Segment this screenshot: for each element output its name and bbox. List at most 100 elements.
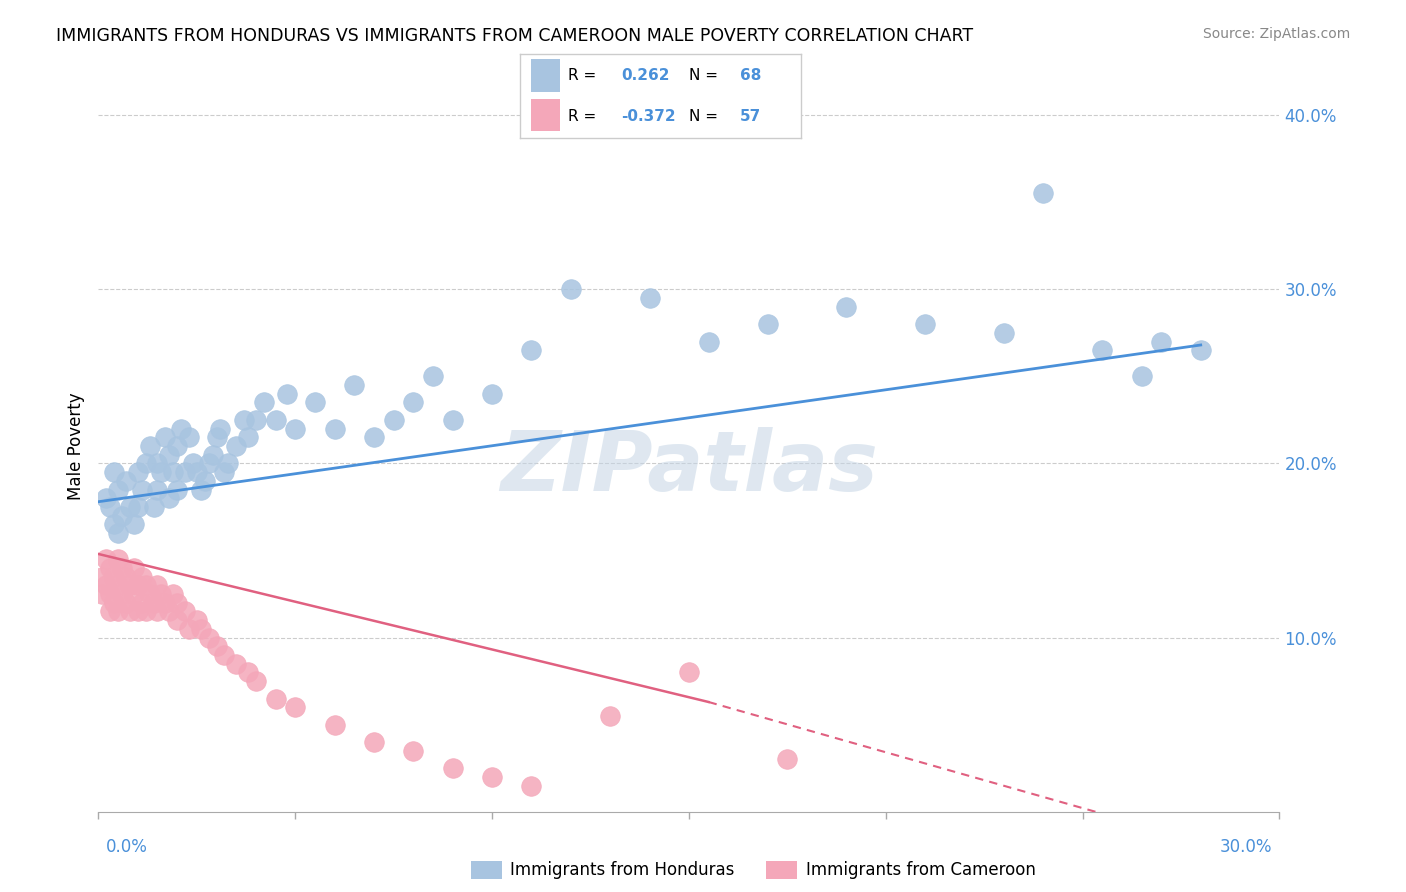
Point xyxy=(264,413,287,427)
Point xyxy=(107,604,129,618)
Point xyxy=(697,334,720,349)
Text: Source: ZipAtlas.com: Source: ZipAtlas.com xyxy=(1202,27,1350,41)
Point xyxy=(1032,186,1054,201)
Point xyxy=(155,596,177,610)
Point xyxy=(382,413,405,427)
Text: 30.0%: 30.0% xyxy=(1220,838,1272,856)
Point xyxy=(245,674,267,689)
Point xyxy=(1189,343,1212,358)
Point xyxy=(205,430,228,444)
Point xyxy=(118,578,141,592)
Text: R =: R = xyxy=(568,68,602,83)
Text: IMMIGRANTS FROM HONDURAS VS IMMIGRANTS FROM CAMEROON MALE POVERTY CORRELATION CH: IMMIGRANTS FROM HONDURAS VS IMMIGRANTS F… xyxy=(56,27,973,45)
Point xyxy=(217,457,239,471)
Point xyxy=(323,717,346,731)
Point xyxy=(363,735,385,749)
Point xyxy=(166,439,188,453)
Text: 0.0%: 0.0% xyxy=(105,838,148,856)
Point xyxy=(166,613,188,627)
Point xyxy=(98,587,121,601)
Point xyxy=(142,500,165,514)
Point xyxy=(1150,334,1173,349)
Point xyxy=(304,395,326,409)
Point xyxy=(323,421,346,435)
Point xyxy=(190,483,212,497)
Point xyxy=(103,517,125,532)
Point xyxy=(122,587,145,601)
Point xyxy=(155,430,177,444)
Point xyxy=(127,465,149,479)
Point xyxy=(209,421,232,435)
Point xyxy=(162,465,184,479)
Point xyxy=(118,500,141,514)
Point xyxy=(150,465,173,479)
Point xyxy=(103,465,125,479)
Point xyxy=(186,465,208,479)
Point xyxy=(190,622,212,636)
Point xyxy=(197,457,219,471)
Point xyxy=(98,604,121,618)
Point xyxy=(107,552,129,566)
Text: 68: 68 xyxy=(740,68,761,83)
Point xyxy=(638,291,661,305)
Point xyxy=(131,596,153,610)
Text: 57: 57 xyxy=(740,109,761,124)
Point xyxy=(157,604,180,618)
Point xyxy=(122,517,145,532)
Point xyxy=(98,561,121,575)
Point xyxy=(166,483,188,497)
Point xyxy=(194,474,217,488)
Bar xyxy=(531,60,560,92)
Point xyxy=(91,569,114,583)
Point xyxy=(236,665,259,680)
Y-axis label: Male Poverty: Male Poverty xyxy=(66,392,84,500)
Point xyxy=(402,744,425,758)
Point xyxy=(157,491,180,506)
Text: Immigrants from Cameroon: Immigrants from Cameroon xyxy=(806,861,1035,879)
Point xyxy=(98,500,121,514)
Point xyxy=(96,578,118,592)
Point xyxy=(131,483,153,497)
Point xyxy=(111,561,134,575)
Point xyxy=(146,457,169,471)
Point xyxy=(127,578,149,592)
Point xyxy=(96,552,118,566)
Point xyxy=(236,430,259,444)
Text: 0.262: 0.262 xyxy=(621,68,669,83)
Point xyxy=(276,386,298,401)
Point xyxy=(402,395,425,409)
Point xyxy=(91,587,114,601)
Point xyxy=(157,448,180,462)
Point xyxy=(127,604,149,618)
Point xyxy=(96,491,118,506)
Point xyxy=(343,378,366,392)
Point xyxy=(174,465,197,479)
Point xyxy=(135,578,157,592)
Point xyxy=(599,709,621,723)
Point xyxy=(115,474,138,488)
Point xyxy=(146,483,169,497)
Point xyxy=(441,761,464,775)
Point xyxy=(214,648,236,662)
Point xyxy=(1130,369,1153,384)
Point xyxy=(914,317,936,331)
Point xyxy=(201,448,224,462)
Point xyxy=(138,587,160,601)
Point xyxy=(107,526,129,541)
Point xyxy=(177,430,200,444)
Text: Immigrants from Honduras: Immigrants from Honduras xyxy=(510,861,735,879)
Point xyxy=(233,413,256,427)
Point xyxy=(181,457,204,471)
Point xyxy=(111,508,134,523)
Point xyxy=(481,770,503,784)
Point xyxy=(225,657,247,671)
Point xyxy=(993,326,1015,340)
Point xyxy=(127,500,149,514)
Point xyxy=(264,691,287,706)
Point xyxy=(107,578,129,592)
Text: ZIPatlas: ZIPatlas xyxy=(501,427,877,508)
Point xyxy=(118,604,141,618)
Point xyxy=(186,613,208,627)
Point xyxy=(253,395,276,409)
Text: N =: N = xyxy=(689,109,723,124)
